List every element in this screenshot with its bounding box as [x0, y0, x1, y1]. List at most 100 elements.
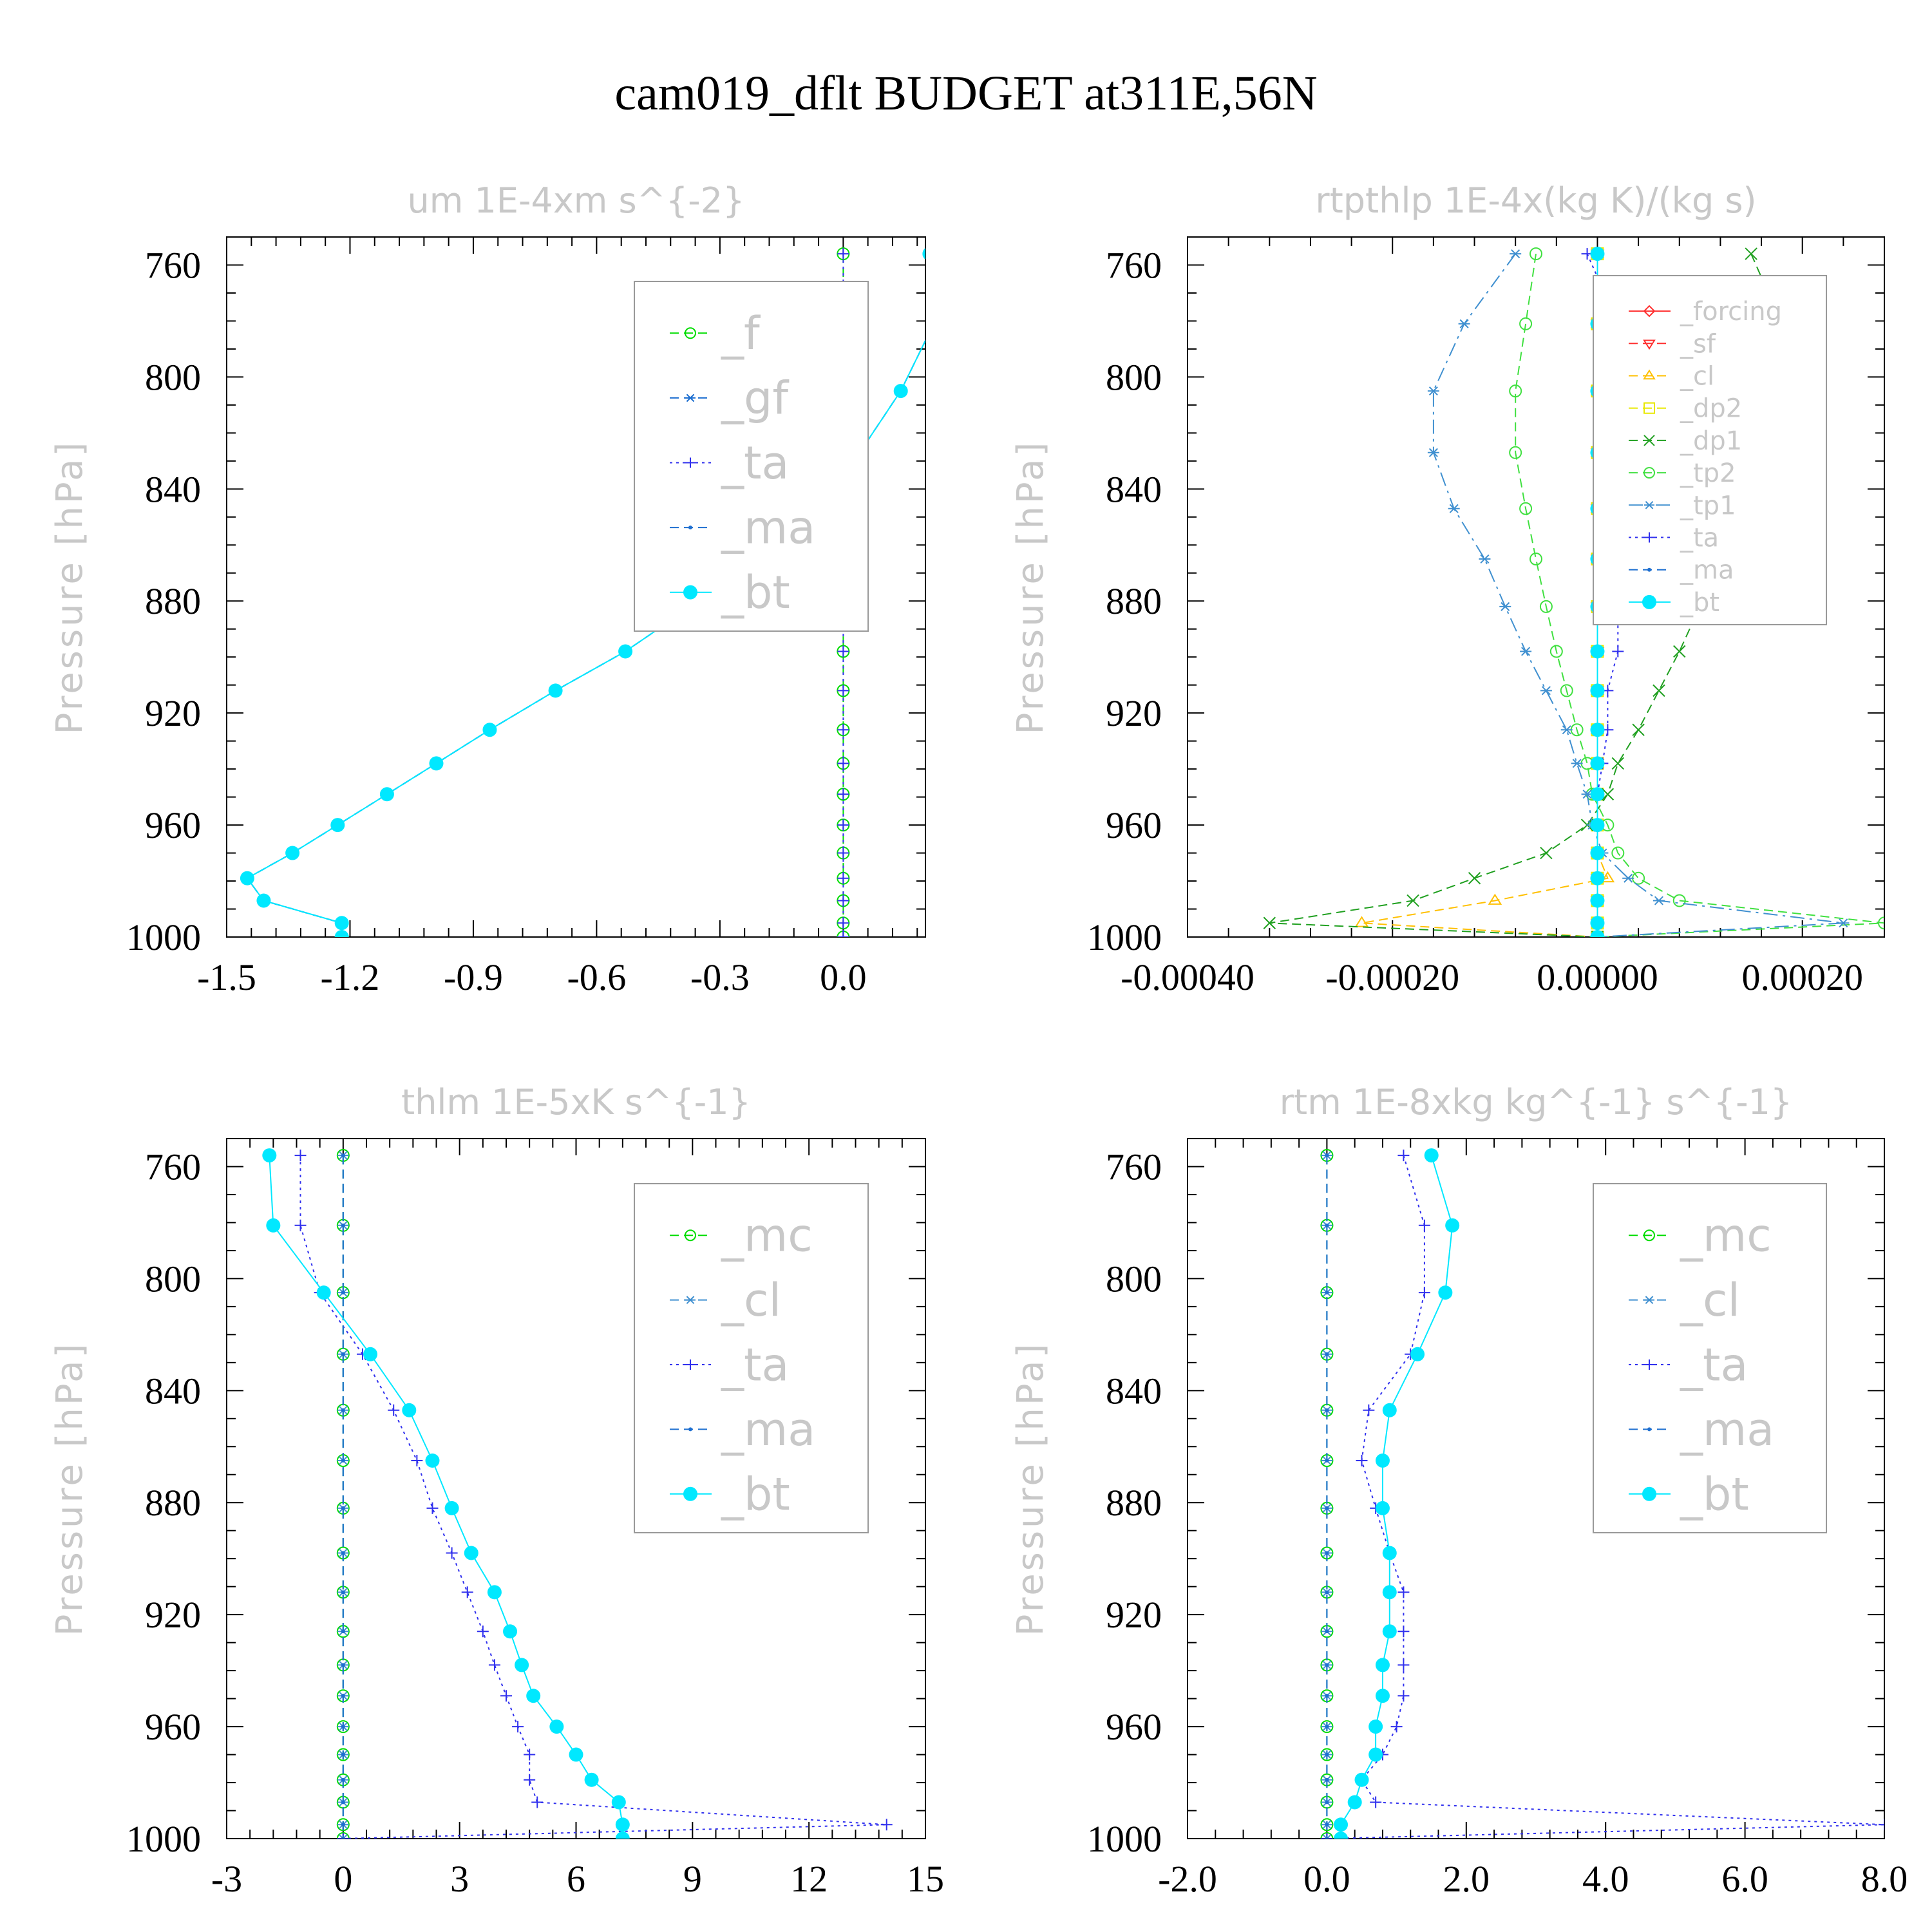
x-tick-label: 8.0 [1861, 1858, 1908, 1900]
x-tick-label: -3 [211, 1858, 242, 1900]
data-point [1539, 600, 1553, 613]
data-point [1325, 1408, 1329, 1412]
data-point [618, 644, 633, 659]
data-point [341, 1153, 345, 1158]
data-point [1632, 871, 1645, 885]
chart-panel-3: thlm 1E-5xK s^{-1} Pressure [hPa] 760 800 84… [49, 1082, 944, 1900]
data-point [549, 1719, 564, 1734]
data-point [1488, 893, 1502, 905]
data-point [1590, 893, 1605, 908]
data-point [1612, 645, 1624, 658]
data-point [1375, 1658, 1390, 1672]
data-point [1334, 1832, 1349, 1839]
y-tick-label: 840 [1106, 468, 1162, 510]
panel-title: um 1E-4xm s^{-2} [408, 180, 745, 221]
y-tick-label: 920 [1106, 1594, 1162, 1636]
data-point [294, 1150, 307, 1162]
data-point [1530, 247, 1542, 261]
legend-label: _bt [1680, 588, 1719, 618]
data-point [337, 1833, 349, 1839]
data-point [1325, 1629, 1329, 1634]
plot-area [1320, 1148, 1884, 1839]
x-tick-label: -0.6 [567, 956, 626, 998]
data-point [266, 1218, 281, 1233]
legend-marker [1643, 369, 1656, 380]
data-point [548, 683, 563, 698]
y-axis-label: Pressure [hPa] [49, 1341, 91, 1636]
legend-label: _bt [1680, 1468, 1749, 1520]
data-point [1347, 1795, 1362, 1810]
legend-box [1593, 1183, 1827, 1533]
data-point [1600, 871, 1615, 883]
data-point [524, 1748, 536, 1761]
y-tick-label: 800 [1106, 356, 1162, 398]
data-point [341, 1837, 345, 1839]
legend-label: _ma [721, 1403, 815, 1456]
data-point [1438, 1285, 1453, 1300]
data-point [1390, 1721, 1403, 1733]
data-point [1418, 1219, 1430, 1231]
x-tick-label: -0.00020 [1325, 956, 1459, 998]
data-point [1406, 894, 1419, 907]
legend-label: _mc [721, 1209, 813, 1262]
data-point [1590, 247, 1605, 261]
data-point [1540, 686, 1552, 696]
legend-marker [685, 1229, 696, 1242]
legend-label: _forcing [1680, 297, 1782, 327]
chart-panel-1: um 1E-4xm s^{-2} Pressure [hPa] 760 800 840 8… [49, 180, 926, 998]
y-tick-label: 880 [1106, 580, 1162, 622]
data-point [1653, 684, 1665, 697]
legend-marker [685, 1359, 696, 1370]
series-ma [341, 1153, 345, 1839]
data-point [1397, 1586, 1410, 1598]
data-point [503, 1624, 518, 1639]
data-point [1325, 1590, 1329, 1595]
data-point [615, 1832, 630, 1839]
data-point [1325, 1459, 1329, 1463]
data-point [1325, 1694, 1329, 1698]
data-point [1325, 1506, 1329, 1510]
x-tick-label: 6 [567, 1858, 585, 1900]
data-point [1427, 448, 1439, 457]
data-point [1410, 1347, 1425, 1361]
y-tick-label: 760 [1106, 1146, 1162, 1188]
legend-label: _ta [1680, 524, 1719, 553]
data-point [1370, 1796, 1382, 1808]
legend-label: _dp2 [1680, 394, 1742, 424]
data-point [1382, 1403, 1397, 1417]
data-point [363, 1347, 378, 1361]
data-point [256, 893, 271, 908]
x-tick-label: 0.00020 [1741, 956, 1863, 998]
x-tick-label: -2.0 [1158, 1858, 1217, 1900]
data-point [569, 1747, 583, 1762]
data-point [1519, 502, 1533, 515]
data-point [294, 1219, 307, 1231]
series-line [1361, 254, 1609, 937]
legend-label: _bt [721, 1468, 790, 1520]
data-point [1590, 683, 1605, 698]
panel-title: rtpthlp 1E-4x(kg K)/(kg s) [1315, 180, 1756, 221]
x-tick-label: 0.0 [820, 956, 867, 998]
y-tick-label: 880 [145, 1482, 201, 1524]
y-tick-label: 760 [1106, 244, 1162, 286]
data-point [316, 1285, 331, 1300]
data-point [334, 916, 349, 931]
data-point [1325, 1752, 1329, 1757]
y-tick-label: 960 [1106, 1706, 1162, 1748]
data-point [1418, 1287, 1430, 1299]
y-tick-label: 1000 [126, 916, 201, 958]
data-point [837, 248, 849, 260]
series-line [1432, 253, 1844, 937]
data-point [1325, 1837, 1329, 1839]
data-point [1368, 1719, 1383, 1734]
data-point [1368, 1747, 1383, 1762]
x-tick-label: 0.00000 [1537, 956, 1658, 998]
data-point [1321, 1833, 1333, 1839]
data-point [240, 871, 254, 886]
data-point [1397, 1659, 1410, 1671]
series-cl [1354, 247, 1615, 937]
data-point [1445, 1218, 1460, 1233]
legend-label: _ma [1680, 556, 1734, 585]
y-axis-label: Pressure [hPa] [49, 440, 91, 735]
